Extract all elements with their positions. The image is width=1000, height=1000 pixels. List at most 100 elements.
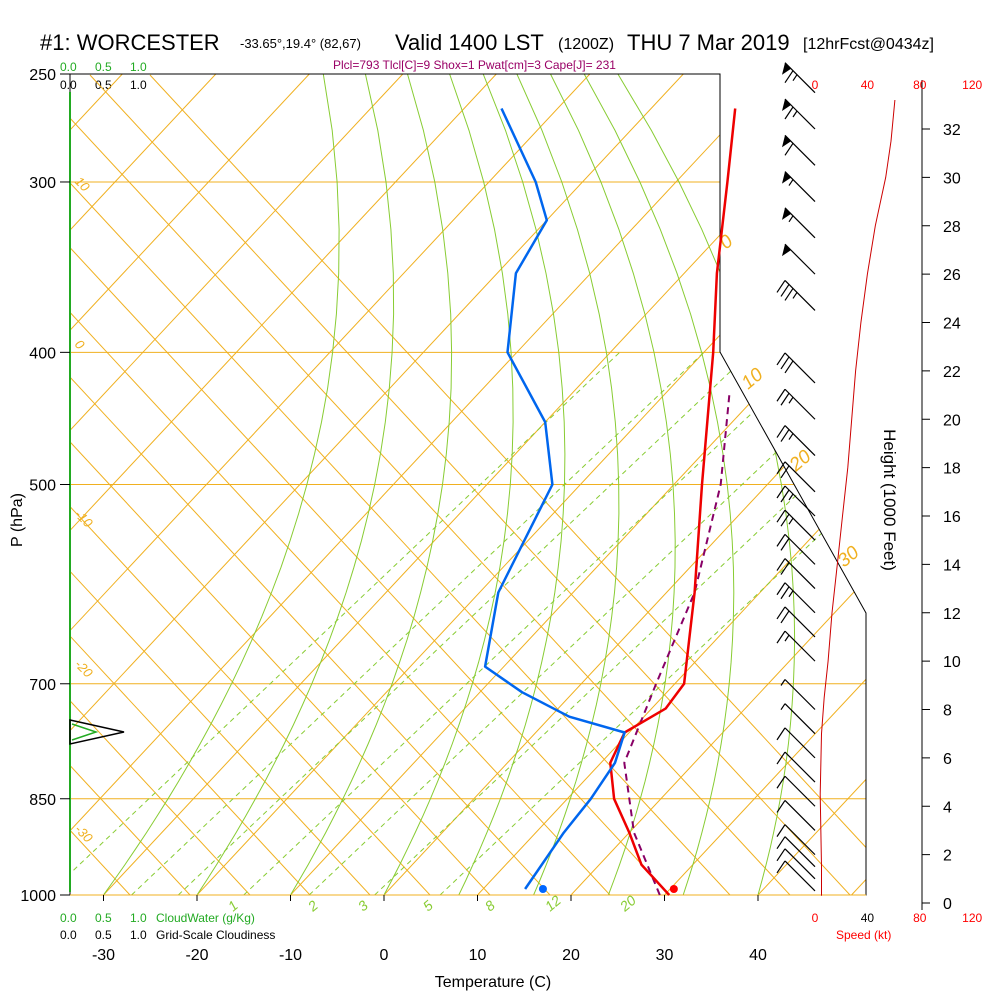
moist-adiabat-line [290,74,453,895]
wind-barb-full [780,586,790,600]
wind-barb-full [776,534,786,547]
dry-adiabat-line [70,74,671,895]
height-tick-label: 22 [943,364,961,381]
parcel-trace [623,395,731,896]
dry-adiabat-line [0,75,10,895]
temperature-tick-label: 10 [469,947,487,964]
mixing-ratio-label: 5 [420,897,436,914]
wind-barb-full [780,489,790,503]
pressure-tick-label: 250 [29,67,56,84]
wind-barb [780,703,816,735]
wind-barb-staff [784,582,816,614]
wind-barb-full [776,509,786,523]
cloud-legend-bottom: 0.0 0.5 1.0 CloudWater (g/Kg) 0.0 0.5 1.… [60,911,275,942]
wind-barb-staff [784,679,816,710]
wind-barb-full [784,360,794,374]
wind-barb-staff [784,461,816,493]
wind-barb-half [780,679,786,686]
wind-barb-full [776,775,786,789]
speed-tick-top: 40 [861,78,875,92]
station-title: #1: WORCESTER [40,30,220,55]
wind-barb-full [780,562,790,575]
mixing-ratio-line [131,351,705,895]
pressure-tick-label: 400 [29,345,56,362]
isotherm-line [70,74,778,895]
wind-barb-staff [784,860,816,892]
moist-adiabat-line [383,74,514,895]
wind-barb-staff [784,533,816,565]
wind-barb-staff [784,425,816,456]
cloudwater-bottom-1: 0.5 [95,911,112,925]
cloudiness-bottom-0: 0.0 [60,928,77,942]
pressure-tick-label: 300 [29,175,56,192]
height-tick-label: 24 [943,316,961,333]
pressure-tick-label: 700 [29,677,56,694]
speed-tick-bottom: 0 [812,911,819,925]
dry-adiabat-label: 0 [72,337,88,353]
moist-adiabat-label: 20 [785,446,816,477]
dry-adiabat-line [70,74,371,895]
wind-barb-full [780,465,790,479]
wind-barb-full [780,610,790,624]
wind-barb [776,461,816,493]
wind-barb-flag [782,244,791,257]
mixing-ratio-line [439,351,866,895]
wind-barb-full [784,70,794,84]
dry-adiabat-label: -10 [72,507,96,531]
wind-barb-flag [782,171,791,184]
wind-barb-staff [784,848,816,880]
isotherm-line [70,74,497,895]
cloudwater-bottom-2: 1.0 [130,911,147,925]
wind-barb-half [788,493,794,501]
wind-barb [776,606,816,638]
wind-barb [782,243,816,275]
pressure-tick-label: 500 [29,478,56,495]
cloud-marker-inner [71,723,99,741]
height-tick-label: 28 [943,219,961,236]
height-tick-label: 20 [943,412,961,429]
speed-tick-bottom: 40 [861,911,875,925]
wind-barb [776,388,816,420]
cloudiness-top-1: 0.5 [95,78,112,92]
temperature-tick-label: 0 [380,947,389,964]
wind-speed-line [819,99,896,896]
isotherm-line [70,74,591,895]
height-tick-label: 12 [943,606,961,623]
wind-barb-staff [784,558,816,589]
wind-barb-full [776,824,786,837]
wind-barb-staff [784,606,816,638]
wind-barb-full [780,356,790,370]
cloudwater-bottom-0: 0.0 [60,911,77,925]
speed-tick-top: 80 [913,78,927,92]
isotherm-line [70,74,684,895]
forecast-date: THU 7 Mar 2019 [627,30,790,55]
wind-barb [776,775,816,807]
dry-adiabat-line [70,74,611,895]
mixing-ratio-label: 8 [482,897,498,914]
mixing-ratio-label: 2 [304,897,321,915]
surface-dewpoint-dot [538,885,547,893]
wind-barb [776,352,816,384]
zulu-time: (1200Z) [558,36,614,53]
wind-barb-flag [782,135,791,148]
wind-barb-half [788,179,794,186]
isotherm-line [70,74,310,895]
wind-barb [782,171,816,202]
wind-barb [776,279,816,311]
moist-adiabat-line [458,74,566,895]
isotherm-line [945,74,1000,895]
wind-barb-full [780,429,790,442]
surface-temperature-dot [669,885,678,893]
wind-barb-staff [784,279,816,311]
isotherm-line [851,74,866,895]
wind-barb [776,582,816,614]
wind-barb-full [776,800,786,813]
mixing-ratio-line [374,351,866,895]
wind-barb-full [776,751,786,765]
wind-barb [776,848,816,880]
wind-barb-full [776,425,786,438]
wind-barb [776,425,816,456]
wind-barb-staff [784,800,816,831]
dry-adiabat-line [89,74,851,895]
speed-tick-top: 0 [812,78,819,92]
